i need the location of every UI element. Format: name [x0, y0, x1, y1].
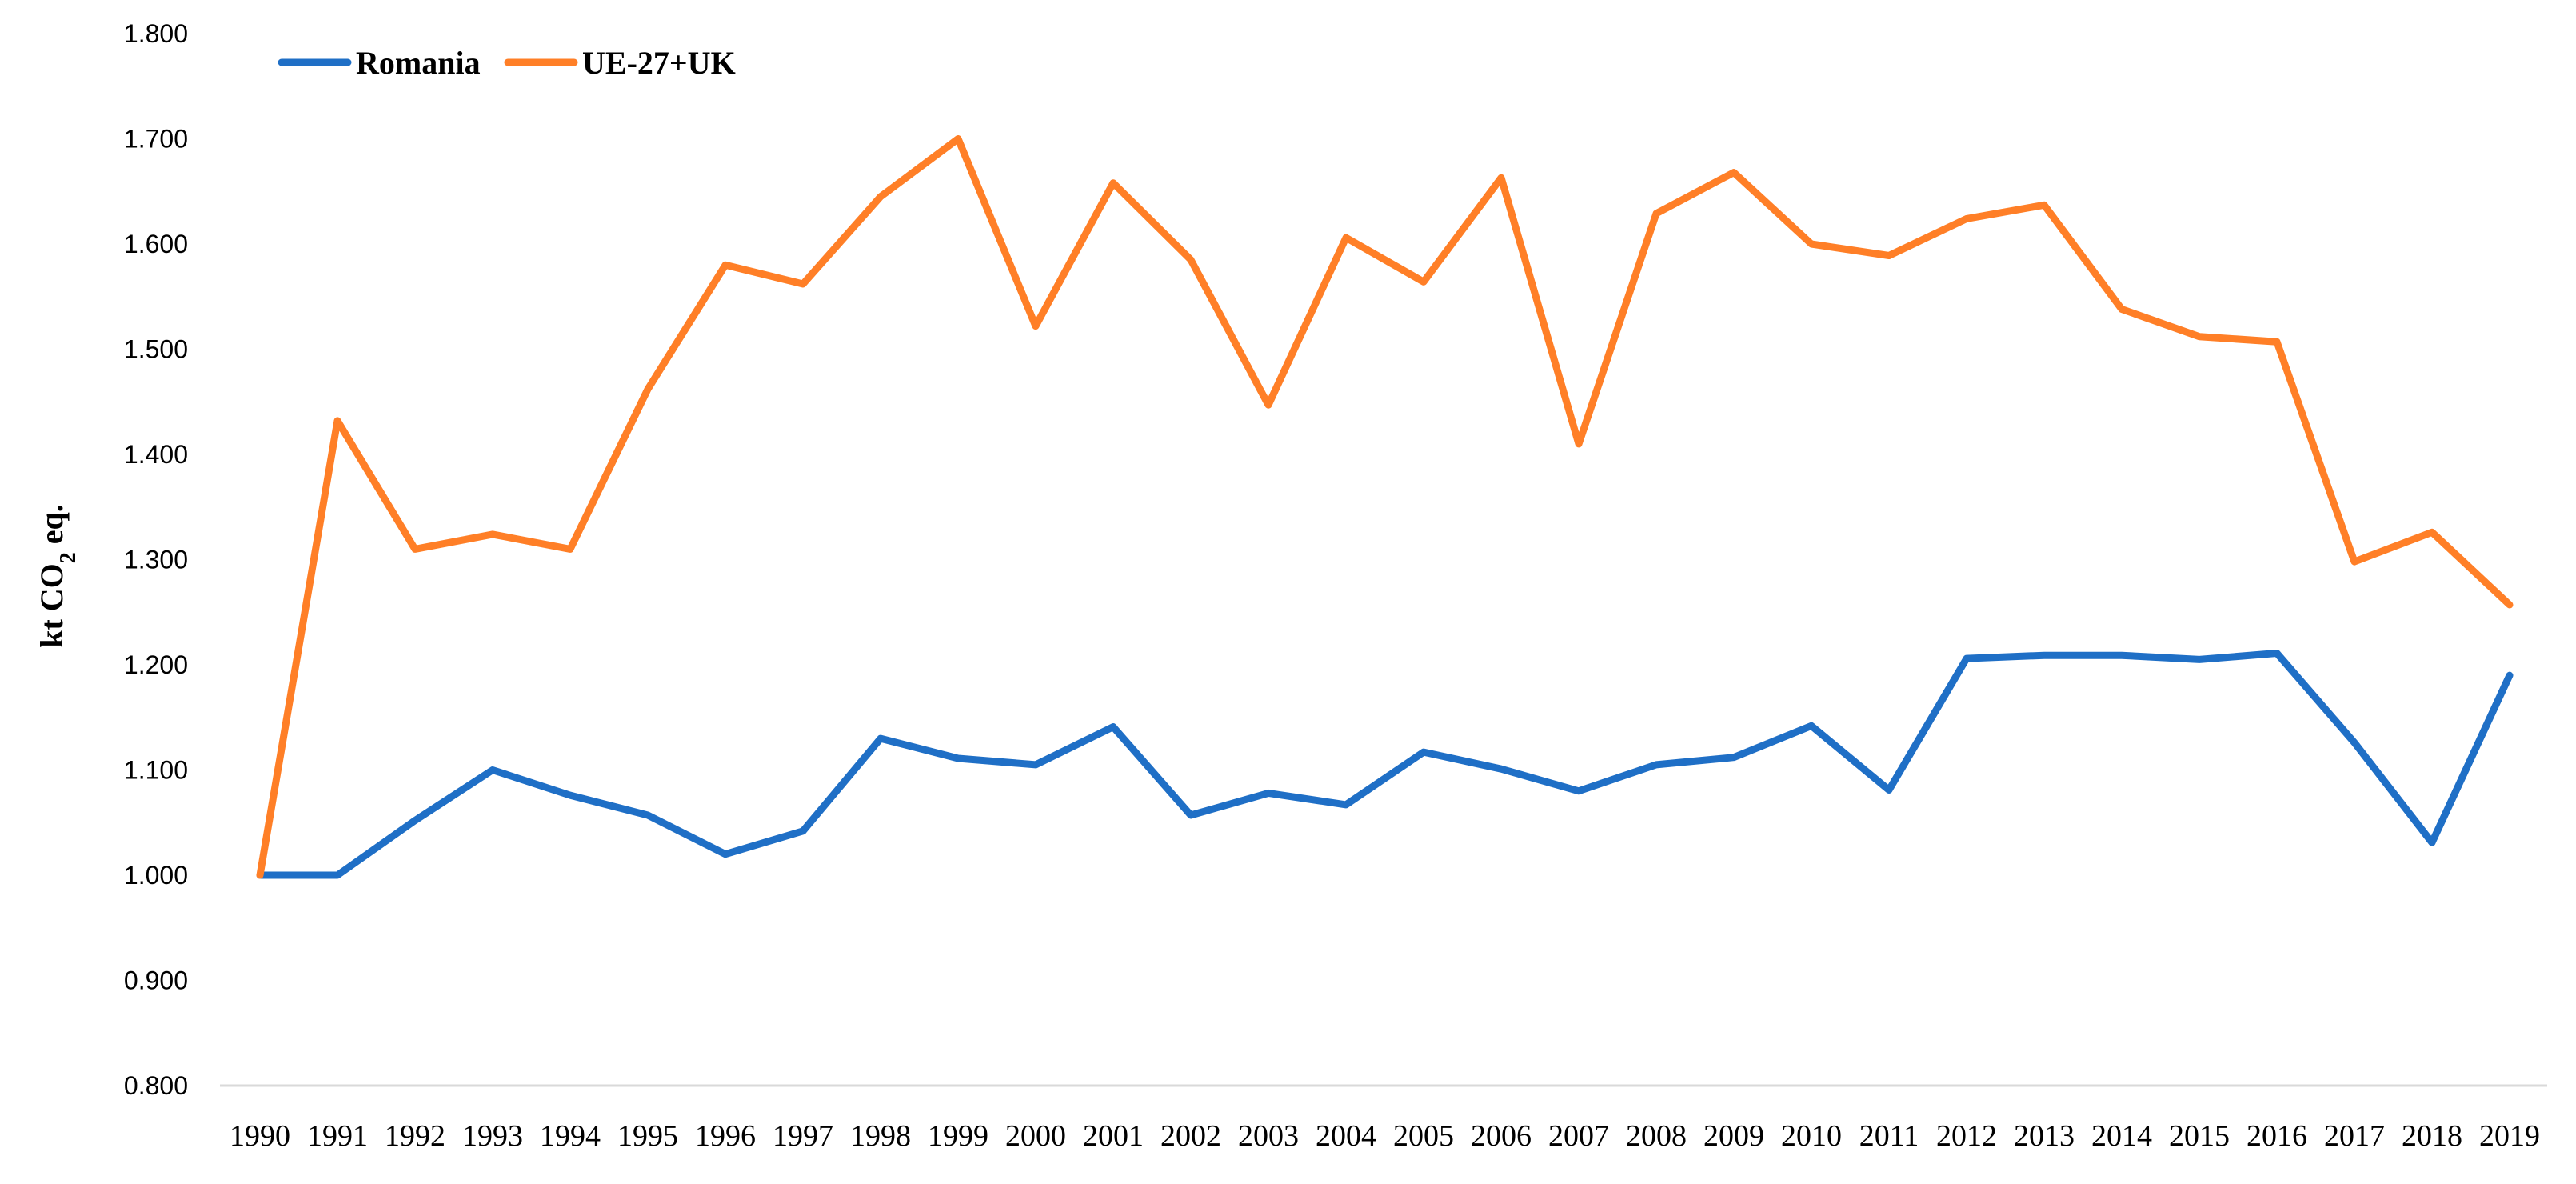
x-tick-label: 1996	[695, 1119, 756, 1153]
x-tick-label: 1997	[773, 1119, 833, 1153]
x-tick-label: 2010	[1781, 1119, 1842, 1153]
x-tick-label: 2003	[1238, 1119, 1299, 1153]
legend-label-ue-27-uk: UE-27+UK	[582, 45, 736, 81]
x-tick-label: 1999	[928, 1119, 988, 1153]
x-tick-label: 1995	[617, 1119, 678, 1153]
x-tick-label: 2015	[2169, 1119, 2230, 1153]
x-tick-label: 2018	[2402, 1119, 2462, 1153]
y-tick-label: 1.200	[124, 650, 188, 679]
y-tick-label: 1.100	[124, 756, 188, 785]
y-axis-title-main: kt CO	[34, 563, 70, 648]
x-tick-label: 2014	[2091, 1119, 2152, 1153]
x-tick-label: 2017	[2324, 1119, 2385, 1153]
y-tick-label: 1.000	[124, 861, 188, 890]
x-tick-label: 2019	[2479, 1119, 2540, 1153]
series-points-ue-27-uk	[259, 138, 2510, 876]
series-points-romania	[259, 653, 2510, 876]
x-tick-label: 1992	[385, 1119, 445, 1153]
y-tick-label: 1.800	[124, 19, 188, 48]
x-tick-label: 2011	[1859, 1119, 1919, 1153]
x-tick-label: 2000	[1005, 1119, 1066, 1153]
x-tick-label: 2001	[1083, 1119, 1144, 1153]
x-tick-label: 2016	[2247, 1119, 2307, 1153]
x-axis-ticks: 1990 1991 1992 1993 1994 1995 1996 1997 1998 1999…	[230, 1119, 2540, 1153]
y-tick-label: 0.800	[124, 1071, 188, 1100]
legend: Romania UE-27+UK	[278, 45, 736, 81]
y-tick-label: 1.400	[124, 440, 188, 469]
y-tick-label: 1.500	[124, 335, 188, 364]
x-tick-label: 1993	[462, 1119, 523, 1153]
y-axis-title: kt CO2 eq.	[34, 504, 81, 648]
series-line-romania	[256, 650, 2514, 879]
x-tick-label: 2006	[1471, 1119, 1532, 1153]
x-tick-label: 1991	[307, 1119, 368, 1153]
x-tick-label: 2007	[1548, 1119, 1609, 1153]
y-axis-title-subscript: 2	[56, 552, 81, 563]
y-tick-label: 1.300	[124, 546, 188, 574]
x-tick-label: 2005	[1393, 1119, 1454, 1153]
y-tick-label: 1.600	[124, 230, 188, 258]
x-tick-label: 1994	[540, 1119, 601, 1153]
x-tick-label: 2013	[2014, 1119, 2075, 1153]
legend-label-romania: Romania	[356, 45, 481, 81]
y-tick-label: 0.900	[124, 966, 188, 995]
series-lines	[256, 135, 2514, 879]
series-line-ue-27-uk	[256, 135, 2514, 879]
x-tick-label: 2002	[1160, 1119, 1221, 1153]
x-tick-label: 1998	[850, 1119, 911, 1153]
x-tick-label: 1990	[230, 1119, 290, 1153]
x-tick-label: 2004	[1316, 1119, 1376, 1153]
x-tick-label: 2009	[1703, 1119, 1764, 1153]
y-tick-label: 1.700	[124, 125, 188, 154]
y-axis-ticks: 0.800 0.900 1.000 1.100 1.200 1.300 1.400 1.500…	[124, 19, 188, 1100]
x-tick-label: 2012	[1936, 1119, 1997, 1153]
x-tick-label: 2008	[1626, 1119, 1687, 1153]
y-axis-title-suffix: eq.	[34, 504, 70, 552]
